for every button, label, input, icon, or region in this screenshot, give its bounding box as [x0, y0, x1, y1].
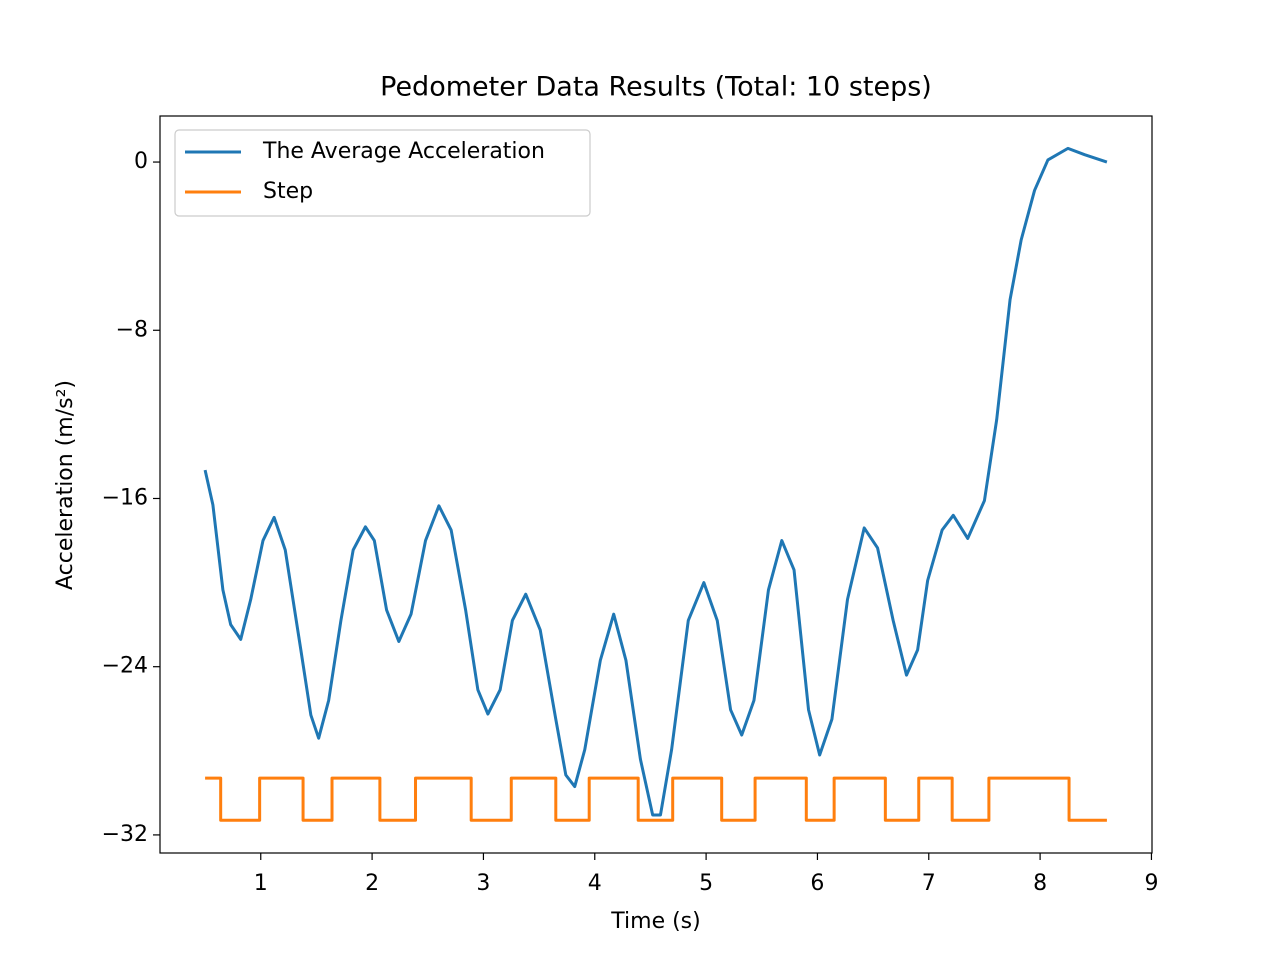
legend-label: Step: [263, 179, 313, 204]
x-tick-label: 8: [1033, 871, 1047, 896]
y-tick-label: −16: [102, 485, 148, 510]
x-tick-label: 9: [1144, 871, 1158, 896]
chart-title: Pedometer Data Results (Total: 10 steps): [380, 72, 932, 103]
x-tick-label: 3: [476, 871, 490, 896]
x-tick-label: 5: [699, 871, 713, 896]
line: [205, 776, 1107, 822]
x-tick-label: 6: [810, 871, 824, 896]
legend-box: [174, 129, 591, 217]
line: [203, 146, 1108, 817]
x-tick-label: 1: [254, 871, 268, 896]
x-tick-label: 4: [588, 871, 602, 896]
y-tick-label: −24: [102, 654, 148, 679]
x-tick-label: 7: [922, 871, 936, 896]
y-tick-label: −32: [102, 822, 148, 847]
x-tick-label: 2: [365, 871, 379, 896]
plot-frame: [159, 115, 1153, 854]
y-axis-label: Acceleration (m/s²): [53, 380, 78, 590]
y-tick-label: 0: [134, 149, 148, 174]
x-axis-label: Time (s): [610, 909, 700, 934]
y-tick-label: −8: [116, 317, 148, 342]
legend-label: The Average Acceleration: [262, 139, 545, 164]
